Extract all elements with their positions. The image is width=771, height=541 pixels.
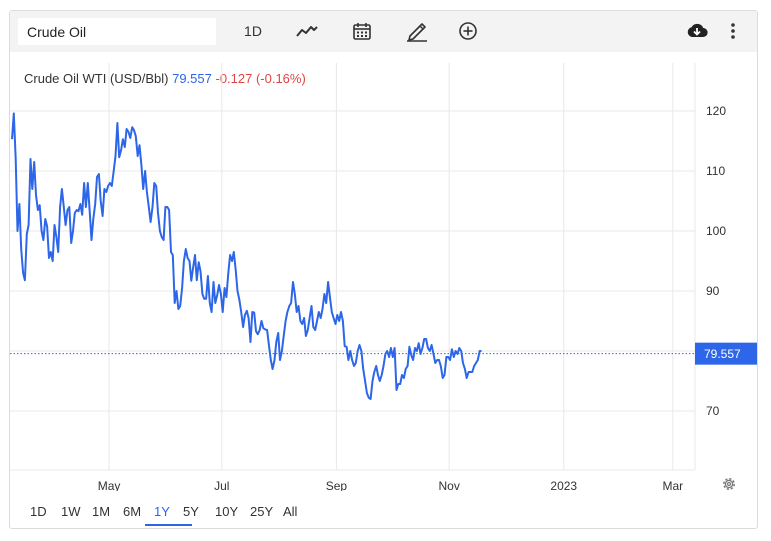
range-6m[interactable]: 6M	[123, 504, 142, 519]
range-10y[interactable]: 10Y	[215, 504, 239, 519]
range-selector: 1D 1W 1M 6M 1Y 5Y 10Y 25Y All	[30, 502, 313, 530]
price-chart[interactable]: 70 90 100 110 120 May Jul Sep Nov 2023 Mar 79.557	[10, 11, 757, 491]
calendar-button[interactable]	[349, 19, 375, 43]
draw-button[interactable]	[403, 19, 431, 43]
range-1y[interactable]: 1Y	[145, 502, 192, 526]
x-tick-label: Mar	[662, 479, 683, 491]
interval-label: 1D	[244, 23, 262, 39]
instrument-title: Crude Oil WTI (USD/Bbl)	[24, 71, 169, 86]
gear-icon	[723, 478, 735, 490]
range-5y[interactable]: 5Y	[183, 504, 199, 519]
y-tick-label: 70	[706, 404, 720, 418]
range-1w[interactable]: 1W	[61, 504, 81, 519]
range-all[interactable]: All	[283, 504, 298, 519]
x-tick-label: Nov	[438, 479, 459, 491]
line-chart-icon	[296, 26, 318, 37]
plus-circle-icon	[459, 22, 477, 40]
x-tick-label: Sep	[326, 479, 348, 491]
range-25y[interactable]: 25Y	[250, 504, 274, 519]
add-indicator-button[interactable]	[455, 19, 481, 43]
y-tick-label: 100	[706, 224, 726, 238]
x-tick-label: 2023	[550, 479, 577, 491]
y-tick-label: 90	[706, 284, 720, 298]
instrument-header: Crude Oil WTI (USD/Bbl) 79.557 -0.127 (-…	[24, 71, 306, 86]
settings-button[interactable]	[721, 476, 737, 497]
chart-toolbar: 1D	[10, 11, 757, 52]
current-price: 79.557	[172, 71, 212, 86]
price-change: -0.127 (-0.16%)	[215, 71, 306, 86]
symbol-search-input[interactable]	[18, 18, 216, 45]
x-tick-label: Jul	[214, 479, 229, 491]
interval-button[interactable]: 1D	[238, 19, 268, 43]
pencil-icon	[407, 23, 427, 42]
download-button[interactable]	[684, 19, 710, 43]
range-1m[interactable]: 1M	[92, 504, 111, 519]
chart-widget: 1D	[9, 10, 758, 529]
y-tick-label: 110	[706, 164, 725, 178]
more-options-button[interactable]	[724, 19, 742, 43]
y-tick-label: 120	[706, 104, 726, 118]
series-line	[11, 112, 482, 400]
last-price-label: 79.557	[704, 347, 741, 361]
cloud-download-icon	[687, 23, 708, 38]
last-price-tag	[695, 342, 757, 365]
calendar-icon	[353, 23, 371, 40]
more-vertical-icon	[731, 23, 735, 39]
x-tick-label: May	[98, 479, 121, 491]
chart-type-button[interactable]	[294, 19, 320, 43]
range-1d[interactable]: 1D	[30, 504, 47, 519]
